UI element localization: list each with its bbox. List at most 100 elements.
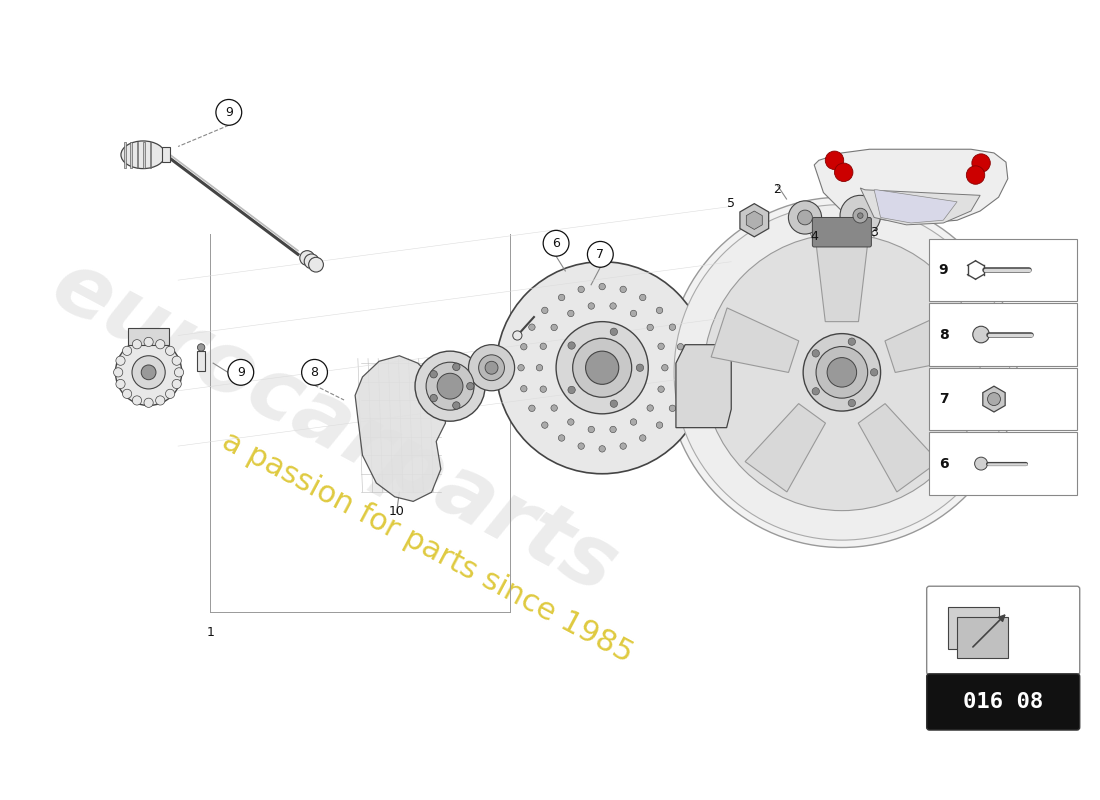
- Circle shape: [520, 386, 527, 392]
- Circle shape: [551, 405, 558, 411]
- Circle shape: [870, 369, 878, 376]
- Polygon shape: [860, 188, 980, 225]
- Bar: [123, 142, 125, 168]
- Circle shape: [661, 365, 668, 371]
- Polygon shape: [355, 356, 446, 502]
- FancyBboxPatch shape: [957, 617, 1008, 658]
- Polygon shape: [874, 190, 957, 223]
- Circle shape: [585, 351, 619, 384]
- Circle shape: [165, 346, 175, 355]
- Circle shape: [155, 396, 165, 405]
- Circle shape: [300, 250, 315, 266]
- Circle shape: [789, 201, 822, 234]
- Circle shape: [141, 365, 156, 380]
- Circle shape: [803, 334, 881, 411]
- Text: 2: 2: [773, 183, 781, 196]
- Circle shape: [812, 388, 820, 395]
- Circle shape: [228, 359, 254, 386]
- Circle shape: [639, 294, 646, 301]
- Circle shape: [415, 351, 485, 422]
- Circle shape: [122, 390, 132, 398]
- Text: 10: 10: [388, 505, 405, 518]
- Bar: [130, 142, 132, 168]
- Circle shape: [578, 443, 584, 450]
- Circle shape: [972, 326, 989, 343]
- Circle shape: [437, 374, 463, 399]
- Circle shape: [647, 324, 653, 330]
- Bar: [930, 368, 1077, 430]
- Polygon shape: [740, 204, 769, 237]
- Text: 8: 8: [310, 366, 319, 379]
- Circle shape: [639, 434, 646, 442]
- Text: 9: 9: [224, 106, 233, 119]
- Circle shape: [485, 362, 498, 374]
- Circle shape: [305, 254, 319, 269]
- Circle shape: [835, 163, 852, 182]
- Circle shape: [568, 386, 575, 394]
- Circle shape: [636, 364, 644, 371]
- Circle shape: [609, 426, 616, 433]
- Circle shape: [647, 405, 653, 411]
- Polygon shape: [886, 308, 972, 373]
- Circle shape: [452, 363, 460, 370]
- FancyBboxPatch shape: [813, 218, 871, 247]
- Circle shape: [630, 310, 637, 317]
- Circle shape: [132, 340, 142, 349]
- Circle shape: [852, 208, 868, 223]
- Circle shape: [466, 382, 474, 390]
- Circle shape: [529, 324, 535, 330]
- Circle shape: [116, 379, 125, 389]
- Text: 4: 4: [811, 230, 818, 243]
- Circle shape: [541, 422, 548, 428]
- Circle shape: [478, 355, 505, 381]
- Text: 6: 6: [938, 457, 948, 470]
- Circle shape: [568, 310, 574, 317]
- Circle shape: [848, 338, 856, 346]
- Circle shape: [559, 294, 564, 301]
- Circle shape: [827, 358, 857, 387]
- Text: a passion for parts since 1985: a passion for parts since 1985: [217, 426, 637, 669]
- Polygon shape: [746, 211, 762, 230]
- Circle shape: [529, 405, 535, 411]
- FancyBboxPatch shape: [926, 586, 1080, 674]
- Text: 7: 7: [938, 392, 948, 406]
- Circle shape: [966, 166, 984, 184]
- Circle shape: [430, 370, 438, 378]
- Circle shape: [988, 393, 1000, 406]
- Circle shape: [568, 418, 574, 426]
- Circle shape: [825, 151, 844, 170]
- Circle shape: [122, 346, 132, 355]
- Bar: [930, 303, 1077, 366]
- Circle shape: [113, 368, 123, 377]
- FancyBboxPatch shape: [926, 674, 1080, 730]
- Circle shape: [609, 302, 616, 310]
- Polygon shape: [814, 150, 1008, 223]
- Bar: [198, 351, 205, 371]
- Bar: [930, 432, 1077, 495]
- Circle shape: [620, 286, 626, 293]
- Circle shape: [309, 258, 323, 272]
- Circle shape: [132, 356, 165, 389]
- Circle shape: [426, 362, 474, 410]
- Circle shape: [573, 338, 631, 398]
- Polygon shape: [675, 345, 732, 428]
- Circle shape: [540, 343, 547, 350]
- Circle shape: [496, 262, 708, 474]
- Text: 8: 8: [938, 327, 948, 342]
- Circle shape: [568, 342, 575, 350]
- Circle shape: [144, 398, 153, 407]
- Circle shape: [610, 328, 617, 335]
- Bar: [143, 142, 145, 168]
- Circle shape: [578, 286, 584, 293]
- Circle shape: [858, 213, 864, 218]
- Bar: [150, 142, 152, 168]
- Circle shape: [520, 343, 527, 350]
- Circle shape: [658, 386, 664, 393]
- Circle shape: [216, 99, 242, 126]
- Circle shape: [144, 338, 153, 346]
- Text: 9: 9: [236, 366, 244, 379]
- Circle shape: [116, 356, 125, 366]
- Circle shape: [557, 322, 648, 414]
- Circle shape: [680, 365, 686, 371]
- Circle shape: [172, 356, 182, 366]
